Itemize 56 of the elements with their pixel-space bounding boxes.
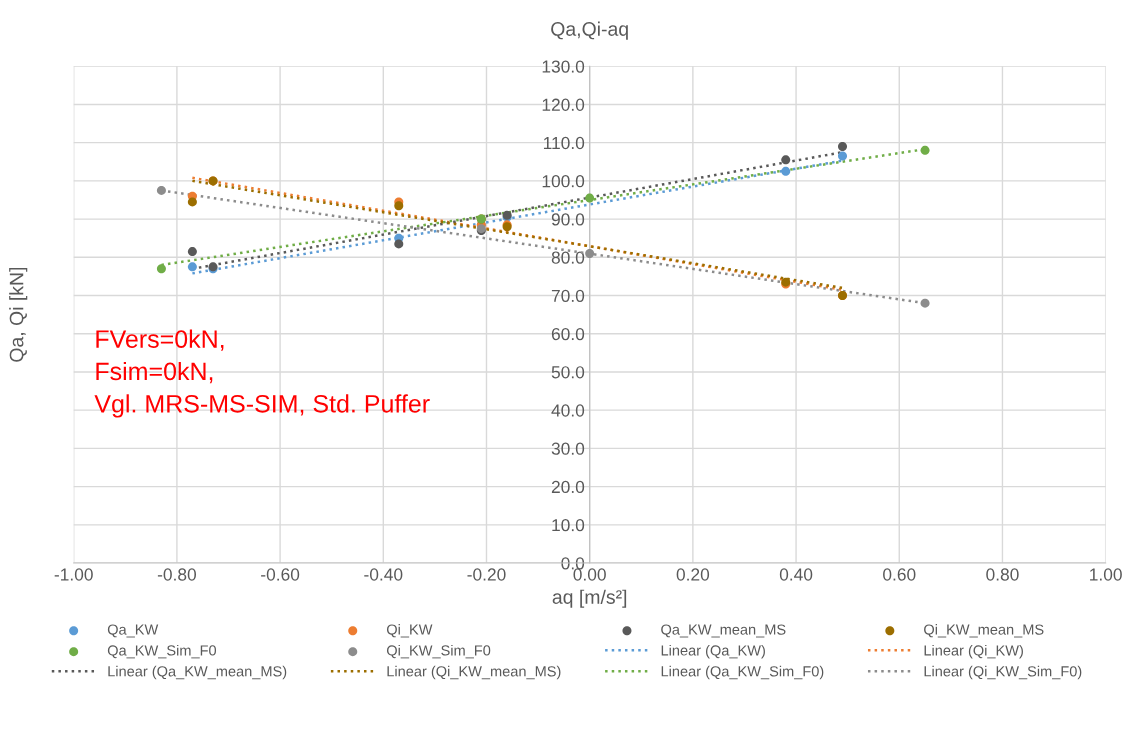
point [394, 239, 404, 249]
point [187, 247, 197, 257]
legend-label: Qa_KW_Sim_F0 [107, 644, 217, 659]
point [781, 155, 791, 165]
point [156, 264, 166, 274]
annotation: FVers=0kN, Fsim=0kN, Vgl. MRS-MS-SIM, Std. Puffer [94, 329, 430, 418]
x-tick-label: -0.60 [261, 568, 300, 581]
point [781, 166, 791, 176]
x-tick-label: 0.00 [573, 568, 606, 581]
legend-label: Linear (Qi_KW_mean_MS) [387, 665, 561, 680]
chart-title: Qa,Qi-aq [551, 21, 628, 40]
x-tick-label: 0.80 [986, 568, 1019, 581]
legend-label: Qa_KW_mean_MS [661, 624, 786, 638]
y-tick-label: 10.0 [552, 518, 585, 532]
y-tick-label: 50.0 [551, 366, 585, 379]
y-tick-label: 120.0 [542, 98, 585, 111]
x-tick-label: 0.40 [779, 568, 813, 581]
point [838, 141, 848, 151]
x-tick-label: -0.40 [364, 568, 403, 581]
x-tick-label: 1.00 [1090, 568, 1122, 581]
legend-label: Linear (Qi_KW) [924, 644, 1023, 659]
point [838, 151, 848, 161]
legend-label: Linear (Qa_KW_Sim_F0) [661, 665, 824, 680]
point [187, 197, 197, 207]
y-tick-label: 60.0 [551, 327, 585, 341]
point [585, 193, 595, 203]
y-tick-label: 0.0 [561, 557, 585, 570]
x-tick-label: 0.60 [883, 568, 916, 581]
y-tick-label: 110.0 [543, 136, 585, 150]
point [187, 262, 197, 272]
legend-label: Qi_KW_mean_MS [924, 624, 1044, 638]
x-tick-label: -0.80 [157, 568, 197, 581]
y-tick-label: 30.0 [551, 442, 585, 455]
y-axis-title: Qa, Qi [kN] [9, 267, 28, 362]
legend-label: Linear (Qa_KW_mean_MS) [108, 665, 287, 680]
x-tick-label: -1.00 [54, 568, 93, 581]
x-tick-label: -0.20 [467, 568, 506, 581]
y-tick-label: 20.0 [551, 480, 585, 494]
y-tick-label: 90.0 [551, 213, 585, 226]
legend-label: Qi_KW [386, 624, 433, 638]
x-tick-label: 0.20 [676, 568, 710, 581]
point [920, 298, 930, 308]
point [394, 201, 404, 211]
point [585, 249, 595, 258]
y-tick-label: 70.0 [551, 289, 585, 302]
legend-label: Qa_KW [107, 624, 159, 638]
legend-label: Linear (Qi_KW_Sim_F0) [924, 665, 1082, 680]
y-tick-label: 100.0 [542, 175, 585, 188]
x-axis-title: aq [m/s²] [552, 589, 627, 608]
legend-label: Linear (Qa_KW) [661, 644, 765, 659]
y-tick-label: 40.0 [551, 404, 585, 417]
point [920, 145, 930, 155]
y-tick-label: 80.0 [551, 251, 585, 264]
point [156, 185, 166, 195]
legend-label: Qi_KW_Sim_F0 [386, 644, 491, 659]
y-tick-label: 130.0 [542, 60, 585, 73]
